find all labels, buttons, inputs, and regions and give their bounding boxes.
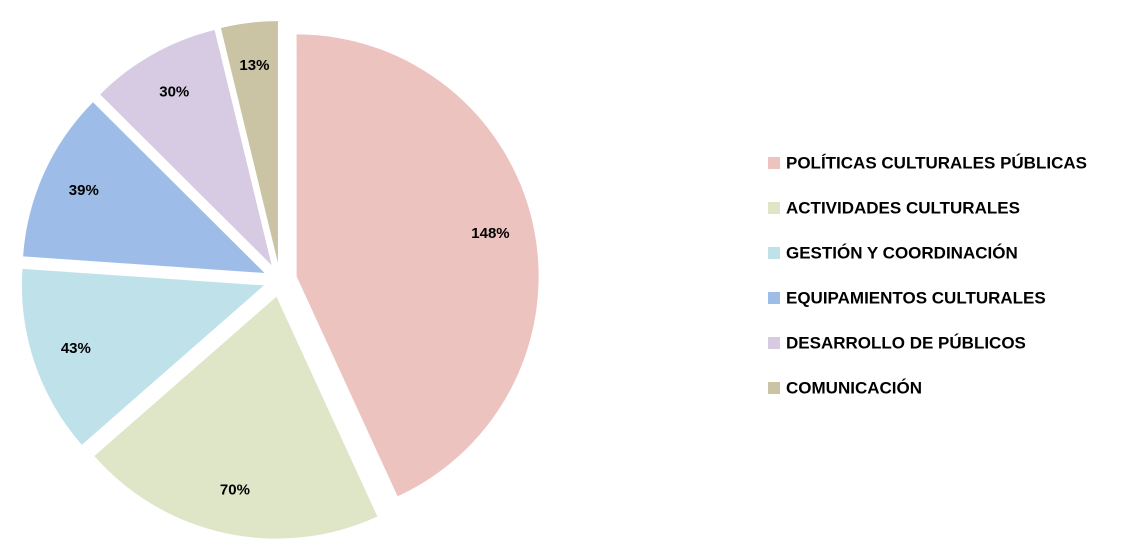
legend-swatch	[768, 337, 780, 349]
pie-slice	[21, 268, 264, 445]
pie-slice	[94, 296, 378, 539]
value-label: 13%	[239, 57, 269, 74]
legend-label: DESARROLLO DE PÚBLICOS	[786, 333, 1026, 352]
value-label: 39%	[69, 182, 99, 199]
value-label: 43%	[61, 340, 91, 357]
legend-swatch	[768, 292, 780, 304]
legend-label: GESTIÓN Y COORDINACIÓN	[786, 243, 1018, 262]
legend-swatch	[768, 247, 780, 259]
value-label: 148%	[471, 225, 509, 242]
legend-label: ACTIVIDADES CULTURALES	[786, 198, 1020, 217]
legend-label: COMUNICACIÓN	[786, 378, 922, 397]
value-label: 30%	[159, 83, 189, 100]
pie-slice	[220, 21, 278, 264]
legend-swatch	[768, 382, 780, 394]
pie-slice	[296, 34, 539, 497]
legend-label: EQUIPAMIENTOS CULTURALES	[786, 288, 1046, 307]
legend-swatch	[768, 202, 780, 214]
pie-slice	[100, 30, 272, 266]
legend-swatch	[768, 157, 780, 169]
value-label: 70%	[220, 482, 250, 499]
legend-label: POLÍTICAS CULTURALES PÚBLICAS	[786, 153, 1087, 172]
pie-slice	[23, 102, 265, 273]
